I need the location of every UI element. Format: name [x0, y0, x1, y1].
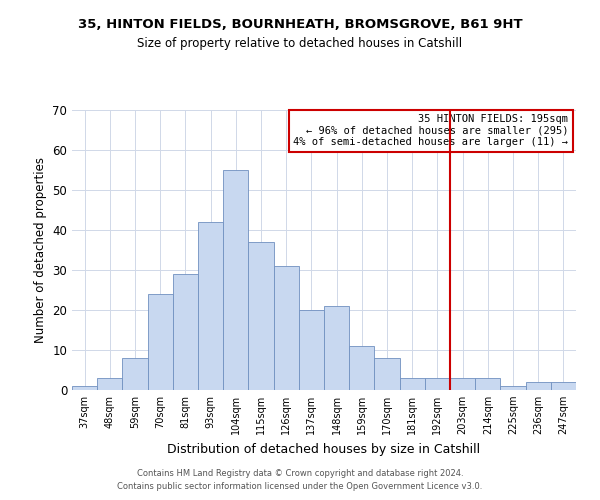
Text: 35 HINTON FIELDS: 195sqm
← 96% of detached houses are smaller (295)
4% of semi-d: 35 HINTON FIELDS: 195sqm ← 96% of detach… [293, 114, 568, 148]
Bar [122, 358, 148, 390]
Bar [173, 274, 198, 390]
Bar [248, 242, 274, 390]
Text: Contains HM Land Registry data © Crown copyright and database right 2024.: Contains HM Land Registry data © Crown c… [137, 468, 463, 477]
Bar [198, 222, 223, 390]
Text: Size of property relative to detached houses in Catshill: Size of property relative to detached ho… [137, 38, 463, 51]
Bar [148, 294, 173, 390]
X-axis label: Distribution of detached houses by size in Catshill: Distribution of detached houses by size … [167, 442, 481, 456]
Bar [324, 306, 349, 390]
Bar [450, 378, 475, 390]
Bar [299, 310, 324, 390]
Bar [349, 346, 374, 390]
Bar [551, 382, 576, 390]
Bar [500, 386, 526, 390]
Bar [400, 378, 425, 390]
Text: Contains public sector information licensed under the Open Government Licence v3: Contains public sector information licen… [118, 482, 482, 491]
Text: 35, HINTON FIELDS, BOURNHEATH, BROMSGROVE, B61 9HT: 35, HINTON FIELDS, BOURNHEATH, BROMSGROV… [77, 18, 523, 30]
Bar [274, 266, 299, 390]
Y-axis label: Number of detached properties: Number of detached properties [34, 157, 47, 343]
Bar [526, 382, 551, 390]
Bar [72, 386, 97, 390]
Bar [475, 378, 500, 390]
Bar [425, 378, 450, 390]
Bar [97, 378, 122, 390]
Bar [374, 358, 400, 390]
Bar [223, 170, 248, 390]
